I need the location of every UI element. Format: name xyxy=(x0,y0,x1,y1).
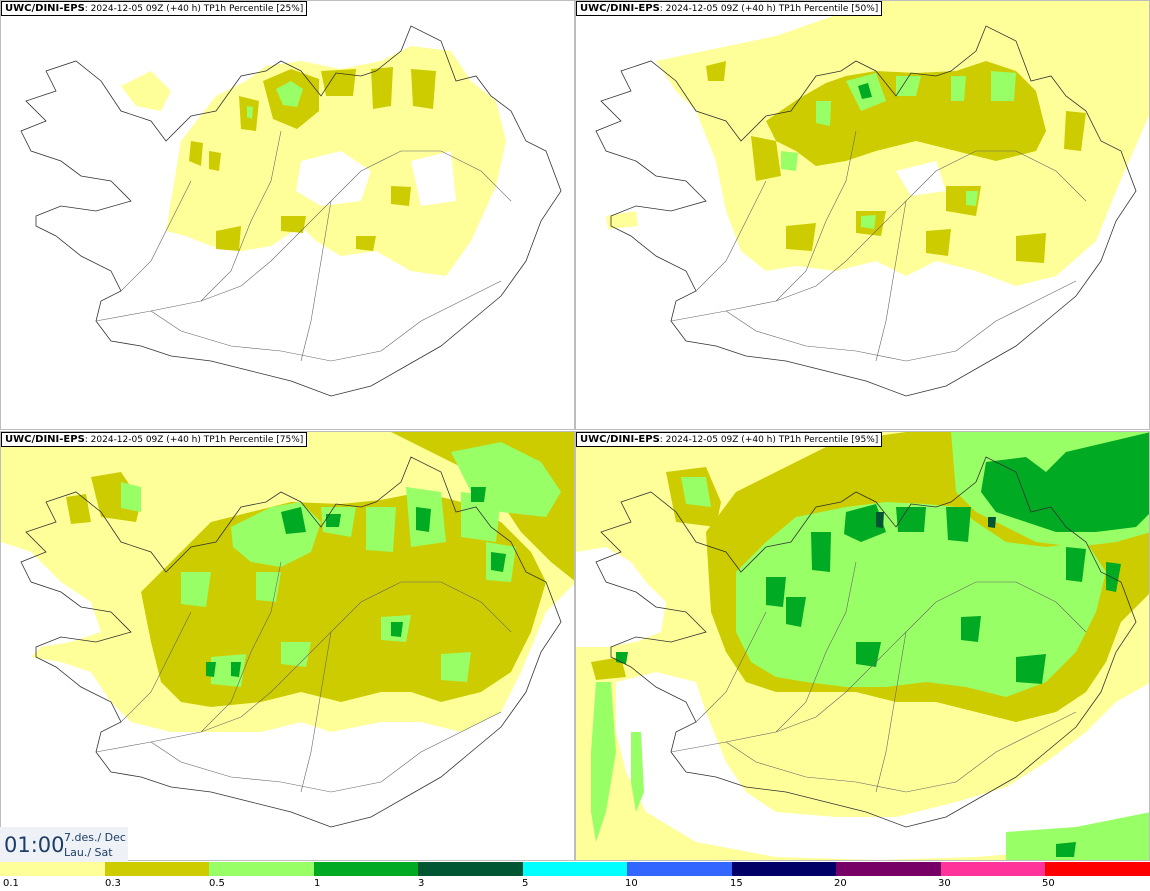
legend-swatch xyxy=(836,862,941,876)
precip-field xyxy=(1,432,574,782)
coastline xyxy=(20,25,562,397)
legend-swatch xyxy=(627,862,732,876)
road-network xyxy=(95,561,512,793)
coastline xyxy=(20,456,562,828)
coastline xyxy=(595,456,1137,828)
legend-swatch xyxy=(418,862,523,876)
legend-swatch xyxy=(940,862,1046,876)
valid-time-box: 01:00 7.des./ Dec Lau./ Sat xyxy=(0,827,128,862)
legend-swatch xyxy=(522,862,628,876)
precip-map xyxy=(576,432,1149,860)
legend-label: 30 xyxy=(938,878,951,889)
color-legend: 0.1 0.3 0.5 1 3 5 10 15 20 30 50 xyxy=(0,862,1150,891)
legend-label: 0.5 xyxy=(209,878,225,889)
road-network xyxy=(670,561,1087,793)
legend-label: 0.1 xyxy=(3,878,19,889)
valid-weekday: Lau./ Sat xyxy=(64,846,113,859)
map-panel-25[interactable]: UWC/DINI-EPS: 2024-12-05 09Z (+40 h) TP1… xyxy=(0,0,575,430)
precip-map xyxy=(1,432,574,828)
legend-swatch xyxy=(0,862,105,876)
precip-field xyxy=(121,46,506,276)
legend-label: 3 xyxy=(418,878,425,889)
legend-swatch xyxy=(209,862,314,876)
panel-title: UWC/DINI-EPS: 2024-12-05 09Z (+40 h) TP1… xyxy=(1,1,308,16)
road-network xyxy=(670,130,1087,362)
valid-time: 01:00 xyxy=(4,833,65,857)
legend-label: 0.3 xyxy=(105,878,121,889)
valid-date: 7.des./ Dec xyxy=(64,831,126,844)
legend-label: 5 xyxy=(522,878,529,889)
legend-label: 15 xyxy=(730,878,743,889)
map-panel-95[interactable]: UWC/DINI-EPS: 2024-12-05 09Z (+40 h) TP1… xyxy=(575,431,1150,861)
legend-swatch xyxy=(1045,862,1150,876)
legend-label: 50 xyxy=(1042,878,1055,889)
legend-label: 1 xyxy=(314,878,321,889)
road-network xyxy=(95,130,512,362)
map-panel-50[interactable]: UWC/DINI-EPS: 2024-12-05 09Z (+40 h) TP1… xyxy=(575,0,1150,430)
precip-map xyxy=(20,25,562,397)
precip-field xyxy=(576,432,1149,860)
legend-swatch xyxy=(313,862,419,876)
coastline xyxy=(595,25,1137,397)
legend-label: 20 xyxy=(834,878,847,889)
legend-swatch xyxy=(104,862,210,876)
precip-map xyxy=(595,1,1149,397)
panel-title: UWC/DINI-EPS: 2024-12-05 09Z (+40 h) TP1… xyxy=(576,1,883,16)
legend-color-bar xyxy=(0,862,1150,876)
panel-title: UWC/DINI-EPS: 2024-12-05 09Z (+40 h) TP1… xyxy=(576,432,883,447)
map-panel-75[interactable]: UWC/DINI-EPS: 2024-12-05 09Z (+40 h) TP1… xyxy=(0,431,575,861)
legend-label: 10 xyxy=(625,878,638,889)
legend-swatch xyxy=(731,862,837,876)
precip-field xyxy=(606,1,1149,286)
panel-title: UWC/DINI-EPS: 2024-12-05 09Z (+40 h) TP1… xyxy=(1,432,308,447)
